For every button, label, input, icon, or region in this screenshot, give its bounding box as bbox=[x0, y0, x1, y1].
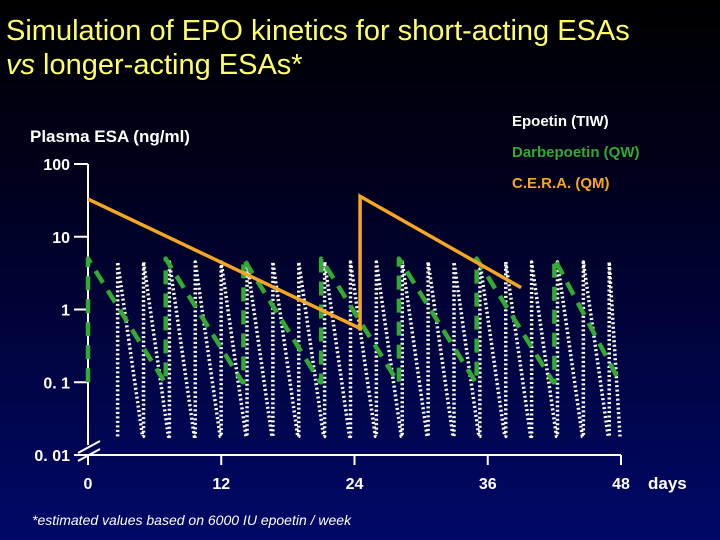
title-line-2: vs longer-acting ESAs* bbox=[6, 48, 716, 82]
x-tick-label: 24 bbox=[346, 476, 364, 493]
darbepoetin-line bbox=[85, 256, 622, 385]
series-cera bbox=[87, 193, 522, 332]
y-tick-label: 0. 01 bbox=[34, 448, 70, 465]
title-vs: vs bbox=[6, 49, 35, 81]
footnote: *estimated values based on 6000 IU epoet… bbox=[32, 512, 352, 528]
legend-entry-darbepoetin: Darbepoetin (QW) bbox=[512, 144, 640, 161]
title-line-1: Simulation of EPO kinetics for short-act… bbox=[6, 15, 630, 47]
x-tick-label: 12 bbox=[212, 476, 230, 493]
title-rest: longer-acting ESAs* bbox=[35, 49, 303, 81]
axis-break-mark bbox=[77, 440, 101, 454]
chart-legend: Epoetin (TIW) Darbepoetin (QW) C.E.R.A. … bbox=[512, 112, 640, 205]
chart-axes: 100 10 1 0. 1 0. 01 0 12 24 36 48 bbox=[34, 157, 630, 493]
legend-entry-epoetin: Epoetin (TIW) bbox=[512, 113, 609, 130]
y-axis-title: Plasma ESA (ng/ml) bbox=[30, 127, 190, 146]
series-darbepoetin bbox=[85, 256, 622, 385]
cera-line bbox=[87, 193, 522, 332]
x-tick-label: 48 bbox=[612, 476, 630, 493]
x-tick-label: 36 bbox=[479, 476, 497, 493]
epoetin-line bbox=[115, 260, 622, 439]
series-epoetin bbox=[115, 260, 622, 439]
y-tick-label: 0. 1 bbox=[43, 375, 70, 392]
x-axis-unit: days bbox=[648, 474, 687, 493]
y-tick-label: 10 bbox=[52, 230, 70, 247]
y-tick-label: 1 bbox=[61, 303, 70, 320]
y-tick-label: 100 bbox=[43, 157, 70, 174]
slide-title: Simulation of EPO kinetics for short-act… bbox=[6, 14, 716, 82]
legend-entry-cera: C.E.R.A. (QM) bbox=[512, 175, 610, 192]
x-tick-label: 0 bbox=[84, 476, 93, 493]
